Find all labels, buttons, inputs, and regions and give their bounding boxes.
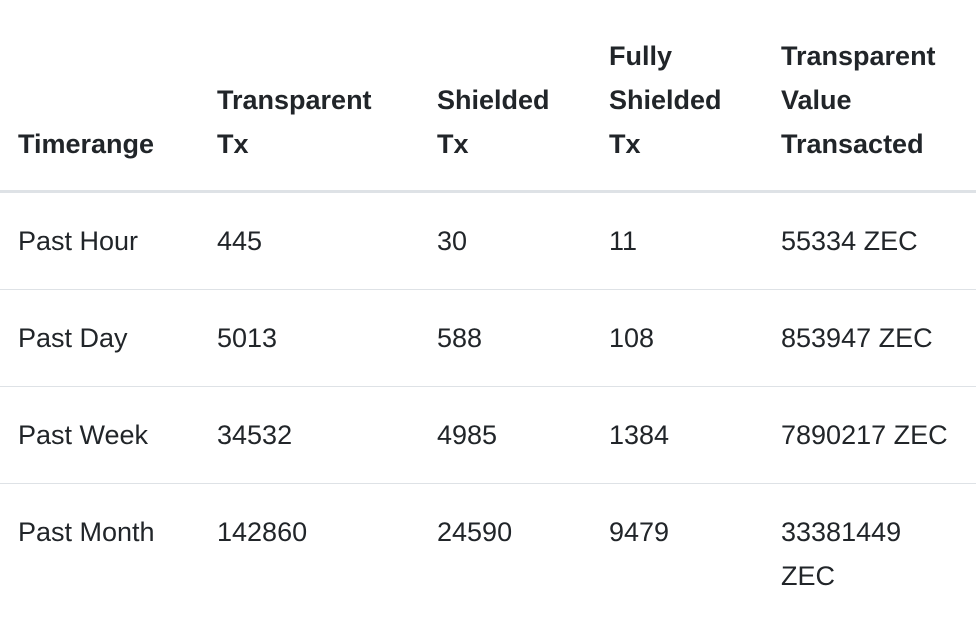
table-row: Past Day 5013 588 108 853947 ZEC <box>0 289 976 387</box>
column-header: Fully Shielded Tx <box>591 0 763 193</box>
table-row: Past Hour 445 30 11 55334 ZEC <box>0 192 976 290</box>
table-cell: Past Day <box>0 289 199 387</box>
table-cell: 108 <box>591 289 763 387</box>
table-cell: 445 <box>217 226 263 256</box>
table-cell: 33381449 ZEC <box>763 483 976 624</box>
table-cell: 30 <box>437 226 468 256</box>
column-header: Transparent Tx <box>199 0 419 193</box>
header-row: Timerange Transparent Tx Shielded Tx Fully … <box>0 0 976 193</box>
table-body: Past Hour 445 30 11 55334 ZEC Past Day 5013 588… <box>0 192 976 624</box>
table-cell: 9479 <box>591 483 763 624</box>
table-cell: Past Month <box>0 483 199 624</box>
table-cell: Past Week <box>0 386 199 484</box>
table-cell: Past Hour <box>18 226 139 256</box>
table-cell: 5013 <box>199 289 419 387</box>
column-header: Shielded Tx <box>419 0 591 193</box>
column-header: Transparent Value Transacted <box>763 0 976 193</box>
table-row: Past Week 34532 4985 1384 7890217 ZEC <box>0 386 976 484</box>
table-cell: 7890217 ZEC <box>763 386 976 484</box>
table-row: Past Month 142860 24590 9479 33381449 ZEC <box>0 483 976 624</box>
table-cell: 4985 <box>419 386 591 484</box>
stats-table: Timerange Transparent Tx Shielded Tx Fully … <box>0 0 976 624</box>
table-cell: 588 <box>419 289 591 387</box>
table-cell: 55334 ZEC <box>781 226 918 256</box>
table-cell: 34532 <box>199 386 419 484</box>
table-header: Timerange Transparent Tx Shielded Tx Fully … <box>0 0 976 193</box>
table-cell: 142860 <box>199 483 419 624</box>
table-cell: 853947 ZEC <box>763 289 976 387</box>
table-cell: 1384 <box>591 386 763 484</box>
table-cell: 24590 <box>419 483 591 624</box>
column-header: Timerange <box>0 0 199 193</box>
table-cell: 11 <box>609 226 638 256</box>
